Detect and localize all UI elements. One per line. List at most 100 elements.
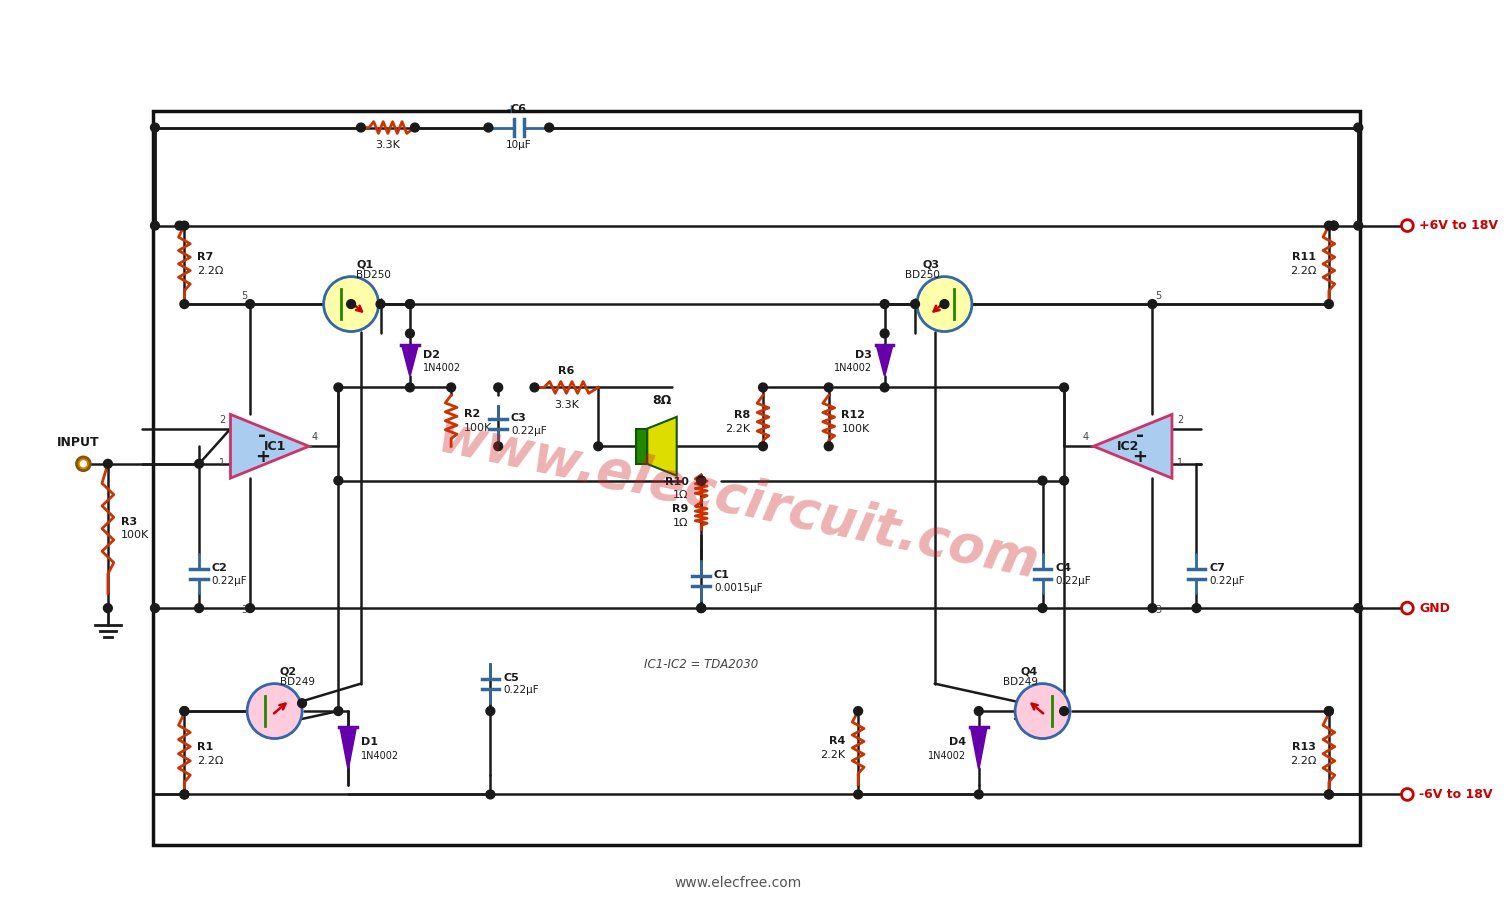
Circle shape <box>194 460 203 468</box>
Text: C5: C5 <box>503 672 518 682</box>
Circle shape <box>1353 603 1362 612</box>
Circle shape <box>494 383 503 391</box>
Circle shape <box>1329 221 1338 230</box>
Circle shape <box>485 706 494 716</box>
Text: INPUT: INPUT <box>57 437 99 449</box>
Text: Q2: Q2 <box>279 667 297 677</box>
Text: 1N4002: 1N4002 <box>422 363 461 373</box>
Text: IC1-IC2 = TDA2030: IC1-IC2 = TDA2030 <box>643 659 758 671</box>
Circle shape <box>179 706 188 716</box>
Text: 100K: 100K <box>121 530 149 541</box>
Text: C1: C1 <box>714 570 729 579</box>
Circle shape <box>696 603 705 612</box>
Text: Q3: Q3 <box>922 260 939 270</box>
Text: 2.2Ω: 2.2Ω <box>197 755 223 765</box>
Circle shape <box>484 123 493 132</box>
Text: 2.2K: 2.2K <box>820 750 845 760</box>
Circle shape <box>104 603 113 612</box>
Polygon shape <box>341 728 356 768</box>
Circle shape <box>347 299 356 309</box>
Circle shape <box>1325 706 1334 716</box>
Text: BD250: BD250 <box>356 270 390 280</box>
Text: D1: D1 <box>360 737 378 747</box>
Circle shape <box>485 790 494 799</box>
Text: 1Ω: 1Ω <box>674 518 689 528</box>
Circle shape <box>405 329 414 338</box>
Circle shape <box>1192 603 1201 612</box>
Circle shape <box>854 706 862 716</box>
Text: 1Ω: 1Ω <box>674 490 689 500</box>
Text: 0.22μF: 0.22μF <box>212 576 247 586</box>
Text: IC1: IC1 <box>264 440 286 453</box>
Circle shape <box>696 603 705 612</box>
Text: -6V to 18V: -6V to 18V <box>1420 788 1492 801</box>
Text: -: - <box>258 426 267 445</box>
Circle shape <box>696 476 705 485</box>
Polygon shape <box>648 417 677 476</box>
Text: 1: 1 <box>220 458 226 468</box>
Circle shape <box>975 706 983 716</box>
Circle shape <box>1329 221 1338 230</box>
Text: R2: R2 <box>464 409 481 419</box>
Circle shape <box>1059 476 1068 485</box>
FancyBboxPatch shape <box>154 111 1361 845</box>
Circle shape <box>151 123 160 132</box>
Text: 0.0015μF: 0.0015μF <box>714 582 763 592</box>
Circle shape <box>916 276 972 332</box>
Polygon shape <box>1094 414 1172 478</box>
Text: 1N4002: 1N4002 <box>928 751 966 761</box>
Text: 2.2Ω: 2.2Ω <box>197 266 223 275</box>
Text: 0.22μF: 0.22μF <box>1055 576 1091 586</box>
Polygon shape <box>231 414 309 478</box>
Text: 8Ω: 8Ω <box>653 394 672 407</box>
Circle shape <box>1325 790 1334 799</box>
Circle shape <box>151 221 160 230</box>
Text: R13: R13 <box>1293 742 1316 752</box>
Circle shape <box>175 221 184 230</box>
Text: +: + <box>255 449 270 466</box>
Text: C2: C2 <box>212 563 228 573</box>
Text: 0.22μF: 0.22μF <box>503 685 538 695</box>
Text: Q1: Q1 <box>356 260 374 270</box>
Circle shape <box>854 790 862 799</box>
Circle shape <box>880 299 889 309</box>
Text: 3.3K: 3.3K <box>555 401 579 410</box>
Text: 5: 5 <box>1156 291 1162 301</box>
Circle shape <box>405 299 414 309</box>
Circle shape <box>1402 788 1414 800</box>
Circle shape <box>246 299 255 309</box>
Circle shape <box>1402 602 1414 614</box>
Circle shape <box>77 457 90 471</box>
Text: 2.2Ω: 2.2Ω <box>1290 755 1316 765</box>
Text: 4: 4 <box>1082 432 1088 442</box>
Circle shape <box>1325 790 1334 799</box>
Text: BD250: BD250 <box>904 270 939 280</box>
Circle shape <box>1016 683 1070 739</box>
Circle shape <box>298 699 306 707</box>
Circle shape <box>335 383 342 391</box>
Text: +: + <box>506 103 517 116</box>
Circle shape <box>1325 706 1334 716</box>
Circle shape <box>530 383 540 391</box>
Polygon shape <box>971 728 987 768</box>
Text: www.elecfree.com: www.elecfree.com <box>675 876 802 890</box>
Circle shape <box>1353 123 1362 132</box>
Circle shape <box>910 299 919 309</box>
Text: 2: 2 <box>1177 414 1183 425</box>
Circle shape <box>1353 221 1362 230</box>
Text: 10μF: 10μF <box>506 140 532 150</box>
Text: R1: R1 <box>197 742 214 752</box>
Text: BD249: BD249 <box>279 677 315 686</box>
Text: Q4: Q4 <box>1020 667 1038 677</box>
Circle shape <box>247 683 301 739</box>
Text: C3: C3 <box>511 413 527 423</box>
Text: C6: C6 <box>511 104 527 114</box>
Text: R10: R10 <box>665 476 689 486</box>
Circle shape <box>1402 220 1414 231</box>
Text: 2: 2 <box>220 414 226 425</box>
Circle shape <box>179 706 188 716</box>
Circle shape <box>335 706 342 716</box>
Circle shape <box>1038 476 1047 485</box>
Circle shape <box>594 442 603 450</box>
Text: -: - <box>1136 426 1144 445</box>
